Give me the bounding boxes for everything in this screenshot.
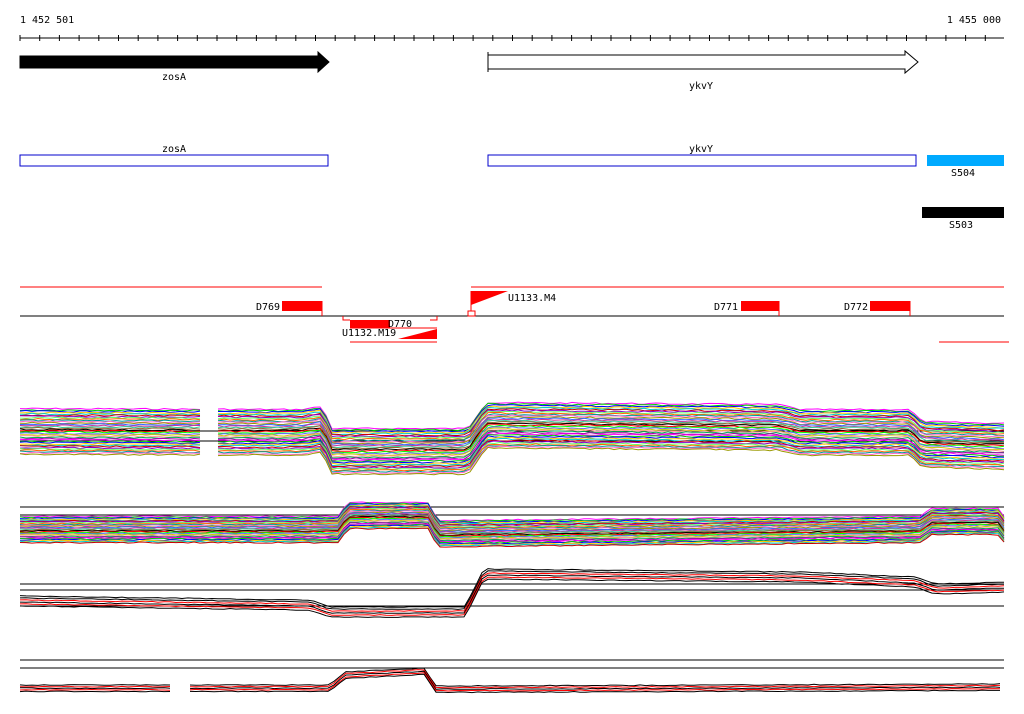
feature-D771[interactable] — [741, 301, 779, 311]
expression-panel-2 — [19, 501, 1005, 548]
ruler-end-label: 1 455 000 — [947, 15, 1001, 26]
ruler-start-label: 1 452 501 — [20, 15, 74, 26]
segment-label-S503: S503 — [949, 220, 973, 231]
feature-label-D771: D771 — [714, 302, 738, 313]
expression-panel-4 — [19, 659, 1004, 694]
coordinate-ruler: 1 452 501 1 455 000 — [19, 15, 1004, 41]
feature-label-U1133-M4: U1133.M4 — [508, 293, 556, 304]
feature-U1133-M4[interactable] — [471, 291, 508, 305]
gene-arrow-ykvY[interactable] — [487, 49, 919, 75]
gene-track: zosA ykvY — [19, 49, 919, 92]
feature-D770[interactable] — [350, 320, 390, 328]
feature-label-D770: D770 — [388, 319, 412, 330]
annotation-label-ykvY: ykvY — [689, 144, 713, 155]
feature-label-D769: D769 — [256, 302, 280, 313]
annotation-box-ykvY[interactable] — [487, 154, 917, 167]
annotation-label-zosA: zosA — [162, 144, 186, 155]
feature-label-U1132-M19: U1132.M19 — [342, 328, 396, 339]
segment-S504[interactable] — [927, 155, 1004, 166]
gene-label-ykvY: ykvY — [689, 81, 713, 92]
annotation-box-zosA[interactable] — [19, 154, 329, 167]
feature-track: D769 D770 U1132.M19 U1133.M4 D771 D772 — [20, 286, 1009, 343]
feature-U1132-M19[interactable] — [398, 329, 437, 339]
expression-panel-3 — [19, 568, 1005, 618]
feature-D769[interactable] — [282, 301, 322, 311]
annotation-track: zosA ykvY — [19, 144, 917, 167]
gene-arrow-zosA[interactable] — [19, 50, 330, 74]
expression-panel-1 — [19, 401, 1005, 476]
gene-label-zosA: zosA — [162, 72, 186, 83]
feature-label-D772: D772 — [844, 302, 868, 313]
feature-D772[interactable] — [870, 301, 910, 311]
segment-S503[interactable] — [922, 207, 1004, 218]
ruler-ticks — [19, 35, 986, 41]
segment-track: S504 S503 — [922, 155, 1004, 231]
segment-label-S504: S504 — [951, 168, 975, 179]
